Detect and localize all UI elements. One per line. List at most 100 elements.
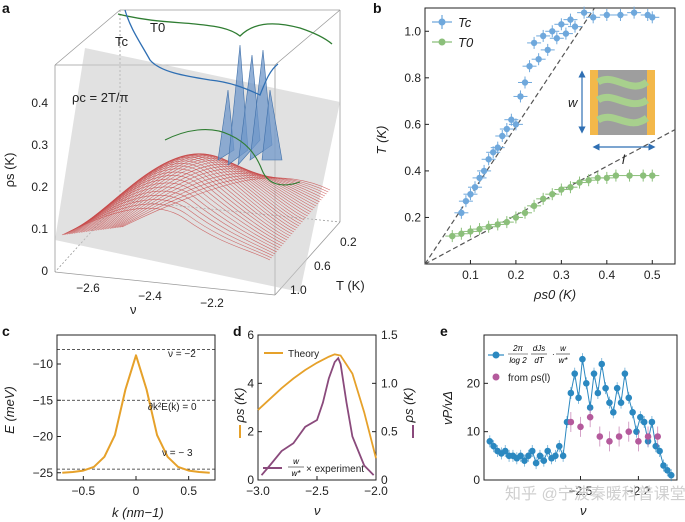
tc-point xyxy=(571,23,579,30)
pink-point xyxy=(615,433,623,440)
blue-point xyxy=(602,384,609,392)
x-tick-label: −2.2 xyxy=(627,484,651,498)
blue-point xyxy=(621,370,629,377)
legend-formula: 2π log 2 dJs dT · w w* xyxy=(508,344,570,365)
legend-experiment-w: w xyxy=(293,457,300,466)
rho-s-curve xyxy=(118,175,327,228)
blue-point xyxy=(660,462,667,469)
blue-point xyxy=(656,447,663,455)
legend-experiment-text: × experiment xyxy=(306,464,364,475)
y-tick-label: 0.5 xyxy=(381,425,398,439)
svg-text:0: 0 xyxy=(41,264,48,278)
tc-point xyxy=(480,167,488,175)
panel-d-label: d xyxy=(233,323,242,339)
guide-line xyxy=(424,7,595,265)
tc-point xyxy=(562,30,570,37)
y-tick-label: −20 xyxy=(33,430,54,444)
rho-s-curve-family xyxy=(61,153,331,261)
pink-point xyxy=(625,428,633,435)
svg-text:−2.4: −2.4 xyxy=(138,289,162,303)
x-tick-label: −2.5 xyxy=(305,484,329,498)
legend-formula-num: 2π xyxy=(512,344,523,353)
legend-tc-label-b: Tc xyxy=(458,15,472,30)
svg-text:1.0: 1.0 xyxy=(290,283,307,297)
svg-text:0.2: 0.2 xyxy=(340,235,357,249)
left-axis-legend: ρs (K) xyxy=(232,388,247,438)
t0-point xyxy=(567,184,574,191)
blue-point xyxy=(640,418,648,426)
tc-point xyxy=(508,116,515,123)
tc-point xyxy=(589,14,597,21)
tc-point xyxy=(467,190,474,198)
y-tick-label: 20 xyxy=(467,376,481,390)
y-tick-label: 0.4 xyxy=(404,164,421,178)
y-tick-label: 10 xyxy=(467,425,481,439)
blue-point xyxy=(667,471,675,479)
blue-point xyxy=(629,409,636,416)
tc-point xyxy=(549,28,556,35)
panel-e-label: e xyxy=(440,323,448,339)
panel-e-legend: 2π log 2 dJs dT · w w* from ρs(l) xyxy=(488,344,570,384)
tc-point xyxy=(485,156,492,163)
t0-point xyxy=(549,190,556,198)
svg-text:0.3: 0.3 xyxy=(31,138,48,152)
blue-point xyxy=(555,442,563,450)
tc-point xyxy=(530,39,538,47)
t0-surface-curve xyxy=(164,129,301,186)
panel-e: e 0 10 20 −2.5 −2.2 2π log 2 dJs dT · w w* f… xyxy=(440,323,678,518)
y-tick-label: 4 xyxy=(247,376,254,390)
tc-point xyxy=(512,121,520,128)
panel-b-label: b xyxy=(373,0,382,16)
y-tick-label: 0 xyxy=(473,473,480,487)
blue-point xyxy=(664,467,671,474)
pink-point xyxy=(586,413,594,421)
x-tick-label: −2.0 xyxy=(364,484,388,498)
blue-point xyxy=(559,452,567,460)
x-tick-label: 0 xyxy=(133,484,140,498)
blue-point xyxy=(536,452,544,460)
t0-top-curve xyxy=(117,13,333,45)
panel-b-y-label: T (K) xyxy=(374,126,389,155)
y-tick-label: 0.6 xyxy=(404,117,421,131)
tc-point xyxy=(494,144,501,151)
pink-point xyxy=(577,423,584,431)
rho-s-curve xyxy=(109,163,319,229)
blue-point xyxy=(540,457,548,464)
panel-d-legend: Theory w w* × experiment xyxy=(263,349,364,478)
tc-point xyxy=(535,56,542,63)
t0-point xyxy=(585,177,592,184)
rho-s-curve xyxy=(89,155,298,232)
t0-point xyxy=(539,195,547,203)
panel-d-y-label-left: ρs (K) xyxy=(232,388,247,424)
tc-point xyxy=(603,11,611,19)
panel-a-z-ticks: 0 0.1 0.2 0.3 0.4 xyxy=(31,96,48,278)
blue-point xyxy=(625,394,633,402)
tc-point xyxy=(471,184,479,191)
blue-point xyxy=(521,457,528,464)
legend-tc-label-a: Tc xyxy=(115,34,129,49)
blue-point xyxy=(552,452,559,460)
legend-formula-dj: dJs xyxy=(533,344,545,353)
tc-point xyxy=(558,21,565,28)
t0-point xyxy=(603,174,611,182)
tc-point xyxy=(649,14,656,21)
panel-b: b 0.1 0.2 0.3 0.4 0.5 0.2 0.4 0.6 0.8 1.0 w l Tc … xyxy=(373,0,676,302)
inset-l-label: l xyxy=(622,152,626,167)
legend-t0-label-b: T0 xyxy=(458,35,474,50)
y-tick-label: 1.5 xyxy=(381,328,398,342)
svg-text:−2.6: −2.6 xyxy=(76,281,100,295)
panel-e-y-label: vP/vΔ xyxy=(440,391,455,425)
x-tick-label: 0.3 xyxy=(553,268,570,282)
svg-text:0.2: 0.2 xyxy=(31,180,48,194)
tc-point xyxy=(630,9,638,16)
t0-point xyxy=(594,174,601,182)
rho-s-curve xyxy=(111,166,320,229)
y-tick-label: −15 xyxy=(33,393,54,407)
t0-point xyxy=(485,223,492,230)
t0-point xyxy=(449,232,456,240)
y-tick-label: 6 xyxy=(247,328,254,342)
t0-point xyxy=(612,172,620,179)
blue-point xyxy=(517,452,524,460)
rho-s-curve xyxy=(84,160,293,235)
rho-s-curve xyxy=(90,154,300,232)
